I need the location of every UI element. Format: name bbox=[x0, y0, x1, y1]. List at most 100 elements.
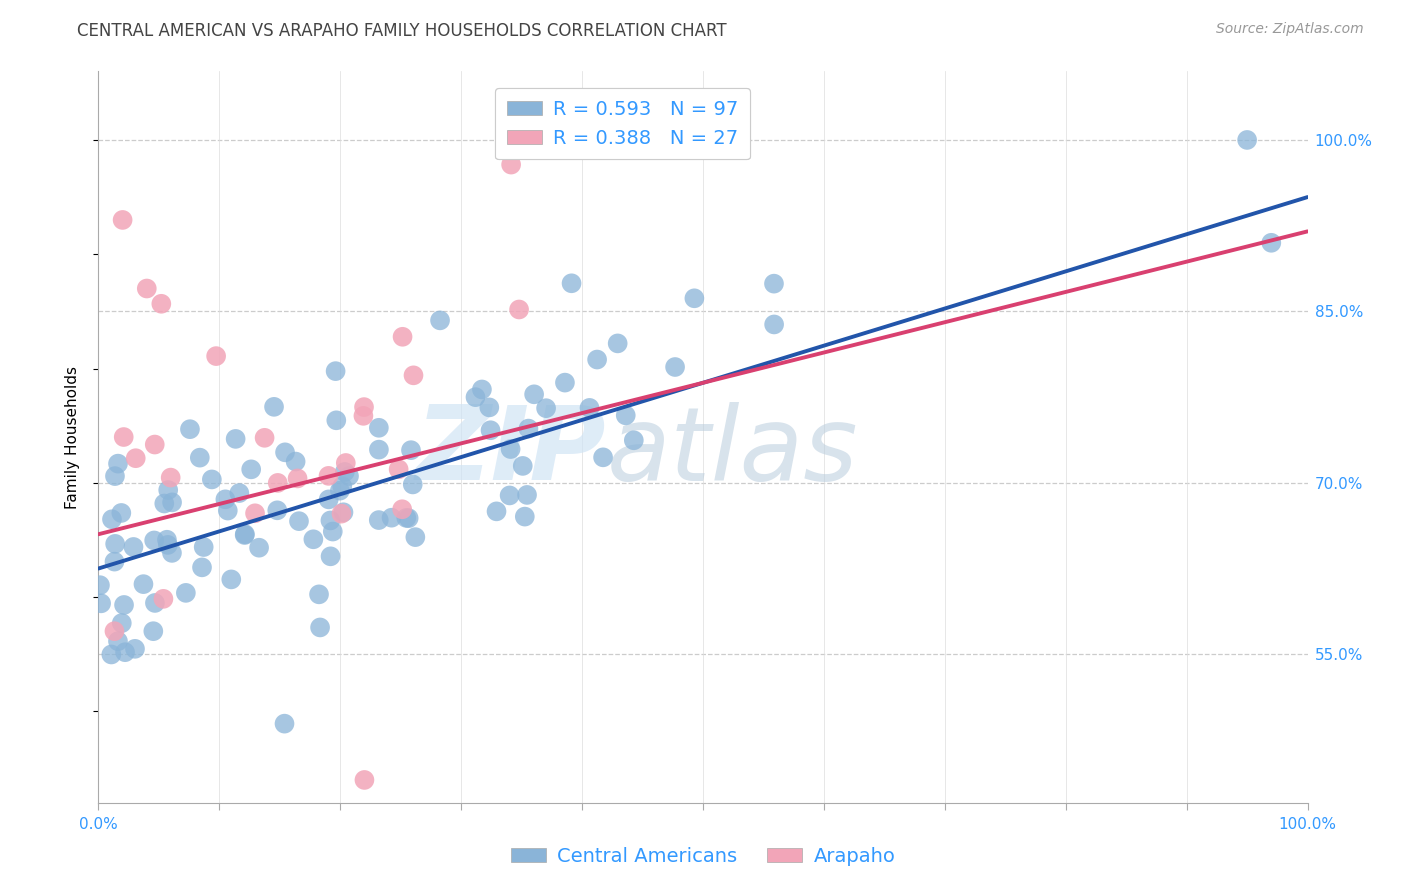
Point bbox=[156, 533, 179, 547]
Point bbox=[309, 620, 332, 634]
Point bbox=[174, 586, 197, 600]
Point bbox=[333, 465, 356, 479]
Point bbox=[90, 596, 112, 610]
Point bbox=[156, 538, 179, 552]
Point bbox=[263, 400, 285, 414]
Point bbox=[253, 431, 276, 445]
Point bbox=[318, 468, 340, 483]
Point bbox=[110, 506, 132, 520]
Point bbox=[100, 648, 122, 662]
Point bbox=[143, 437, 166, 451]
Point bbox=[111, 213, 134, 227]
Point bbox=[391, 502, 413, 516]
Point bbox=[302, 533, 325, 547]
Point bbox=[1260, 235, 1282, 250]
Point bbox=[273, 716, 295, 731]
Point bbox=[103, 555, 125, 569]
Point bbox=[325, 364, 347, 378]
Point bbox=[143, 596, 166, 610]
Point bbox=[243, 506, 266, 520]
Text: Source: ZipAtlas.com: Source: ZipAtlas.com bbox=[1216, 22, 1364, 37]
Point bbox=[380, 510, 402, 524]
Point bbox=[478, 401, 501, 415]
Point bbox=[114, 645, 136, 659]
Point bbox=[388, 462, 411, 476]
Point bbox=[152, 591, 174, 606]
Point bbox=[219, 573, 242, 587]
Point bbox=[1236, 133, 1258, 147]
Point bbox=[112, 430, 135, 444]
Point bbox=[157, 483, 180, 497]
Point bbox=[319, 513, 342, 527]
Point bbox=[606, 336, 628, 351]
Point bbox=[188, 450, 211, 465]
Point bbox=[89, 578, 111, 592]
Point bbox=[217, 503, 239, 517]
Point bbox=[485, 504, 508, 518]
Point bbox=[683, 291, 706, 305]
Point bbox=[233, 527, 256, 541]
Point bbox=[132, 577, 155, 591]
Point bbox=[233, 528, 256, 542]
Legend: R = 0.593   N = 97, R = 0.388   N = 27: R = 0.593 N = 97, R = 0.388 N = 27 bbox=[495, 88, 751, 160]
Point bbox=[332, 505, 354, 519]
Point bbox=[201, 472, 224, 486]
Point bbox=[288, 514, 311, 528]
Point bbox=[402, 368, 425, 383]
Point bbox=[330, 507, 353, 521]
Point bbox=[367, 513, 389, 527]
Text: CENTRAL AMERICAN VS ARAPAHO FAMILY HOUSEHOLDS CORRELATION CHART: CENTRAL AMERICAN VS ARAPAHO FAMILY HOUSE… bbox=[77, 22, 727, 40]
Point bbox=[228, 486, 250, 500]
Point bbox=[214, 492, 236, 507]
Point bbox=[159, 470, 181, 484]
Point bbox=[499, 442, 522, 456]
Point bbox=[284, 454, 307, 468]
Point bbox=[153, 496, 176, 510]
Point bbox=[517, 421, 540, 435]
Point bbox=[191, 831, 214, 846]
Point bbox=[578, 401, 600, 415]
Point bbox=[498, 488, 520, 502]
Point bbox=[179, 422, 201, 436]
Point bbox=[191, 560, 214, 574]
Point bbox=[318, 492, 340, 507]
Point bbox=[464, 390, 486, 404]
Point bbox=[664, 359, 686, 374]
Y-axis label: Family Households: Family Households bbox=[65, 366, 80, 508]
Point bbox=[111, 616, 134, 631]
Point bbox=[107, 634, 129, 648]
Point bbox=[395, 511, 418, 525]
Point bbox=[330, 479, 353, 493]
Point bbox=[561, 277, 583, 291]
Point bbox=[367, 421, 389, 435]
Point bbox=[368, 442, 391, 457]
Point bbox=[479, 423, 502, 437]
Legend: Central Americans, Arapaho: Central Americans, Arapaho bbox=[503, 838, 903, 873]
Point bbox=[101, 512, 124, 526]
Point bbox=[124, 641, 146, 656]
Point bbox=[623, 434, 645, 448]
Point bbox=[308, 587, 330, 601]
Point bbox=[274, 445, 297, 459]
Point bbox=[508, 302, 530, 317]
Point bbox=[107, 457, 129, 471]
Point bbox=[592, 450, 614, 465]
Point bbox=[266, 503, 288, 517]
Point bbox=[104, 537, 127, 551]
Point bbox=[287, 471, 309, 485]
Point bbox=[513, 509, 536, 524]
Point bbox=[142, 624, 165, 639]
Point bbox=[352, 409, 374, 423]
Point bbox=[247, 541, 270, 555]
Point bbox=[122, 540, 145, 554]
Point bbox=[501, 158, 523, 172]
Point bbox=[398, 511, 420, 525]
Point bbox=[523, 387, 546, 401]
Point bbox=[112, 598, 135, 612]
Point bbox=[160, 546, 183, 560]
Point bbox=[404, 530, 426, 544]
Point bbox=[353, 400, 375, 414]
Point bbox=[160, 495, 183, 509]
Point bbox=[319, 549, 342, 564]
Text: atlas: atlas bbox=[606, 401, 858, 501]
